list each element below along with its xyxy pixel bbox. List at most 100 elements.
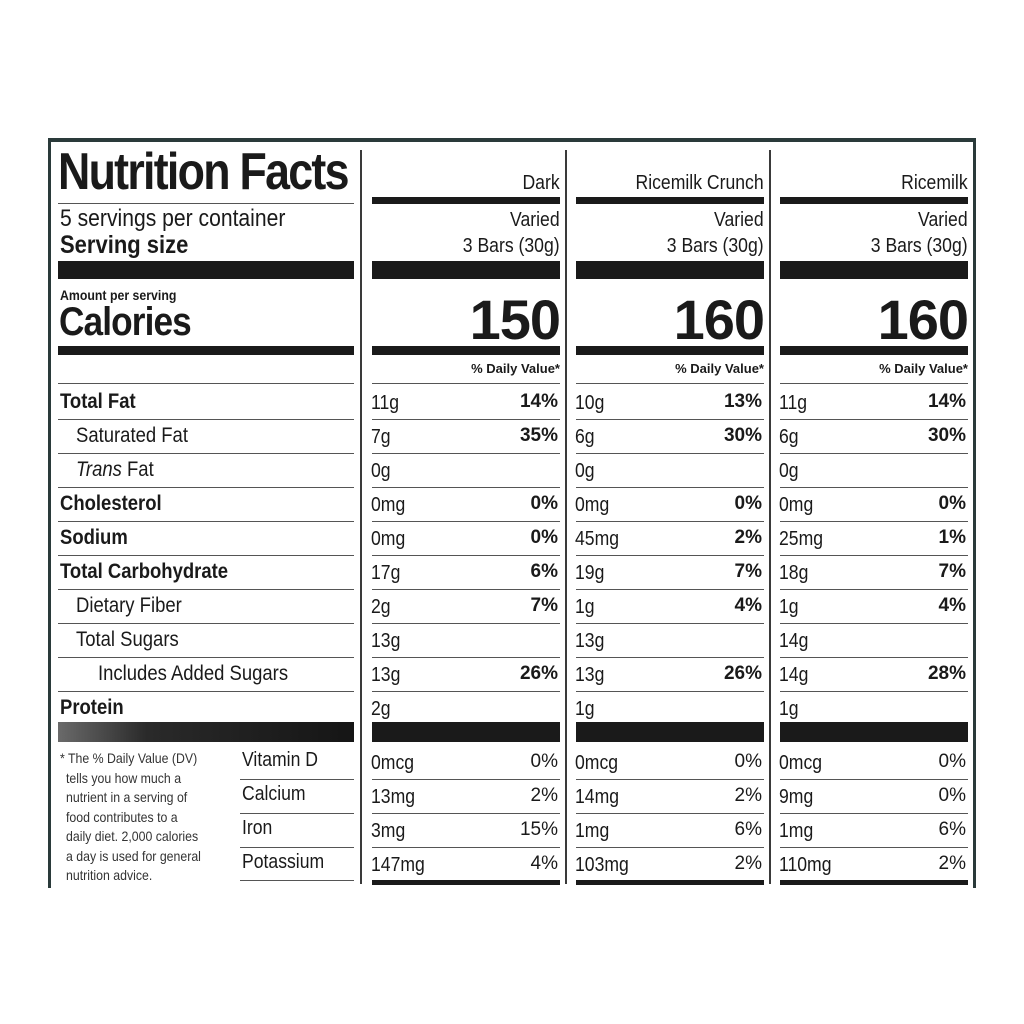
divider xyxy=(576,623,764,624)
nutrient-amount: 11g xyxy=(779,392,808,414)
divider xyxy=(372,383,560,384)
divider xyxy=(58,691,354,692)
divider xyxy=(780,383,968,384)
divider xyxy=(372,419,560,420)
divider xyxy=(576,589,764,590)
divider xyxy=(780,589,968,590)
nutrient-dv: 4% xyxy=(734,595,762,616)
product-name: Ricemilk xyxy=(901,172,968,194)
nutrient-amount: 19g xyxy=(575,562,605,584)
divider xyxy=(780,453,968,454)
vitamin-amount: 147mg xyxy=(371,854,425,876)
nutrient-amount: 2g xyxy=(371,698,391,720)
nutrient-dv: 6% xyxy=(530,561,558,582)
vitamin-amount: 0mcg xyxy=(371,752,415,774)
divider xyxy=(372,779,560,780)
nutrient-label: Dietary Fiber xyxy=(76,594,182,617)
nutrient-amount: 0mg xyxy=(371,494,406,516)
nutrient-dv: 13% xyxy=(723,391,762,412)
divider xyxy=(58,419,354,420)
nutrient-dv: 35% xyxy=(519,425,558,446)
medium-rule xyxy=(372,346,560,355)
nutrient-amount: 7g xyxy=(371,426,391,448)
divider xyxy=(576,779,764,780)
nutrient-amount: 6g xyxy=(575,426,595,448)
thick-rule xyxy=(372,261,560,279)
divider xyxy=(576,521,764,522)
product-variety: Varied xyxy=(510,209,560,231)
label-title: Nutrition Facts xyxy=(58,143,349,201)
nutrient-amount: 11g xyxy=(371,392,400,414)
nutrient-amount: 0g xyxy=(371,460,391,482)
nutrient-dv: 30% xyxy=(723,425,762,446)
bottom-rule xyxy=(780,880,968,885)
nutrient-label: Cholesterol xyxy=(60,492,162,515)
divider xyxy=(372,453,560,454)
divider xyxy=(58,521,354,522)
nutrient-amount: 0mg xyxy=(371,528,406,550)
divider xyxy=(58,487,354,488)
vitamin-dv: 2% xyxy=(734,785,762,806)
vitamin-label: Calcium xyxy=(242,783,306,805)
bottom-rule xyxy=(372,880,560,885)
footnote-line: a day is used for general xyxy=(66,847,201,864)
nutrient-label: Saturated Fat xyxy=(76,424,188,447)
divider xyxy=(576,383,764,384)
product-name-rule xyxy=(576,197,764,204)
divider xyxy=(576,555,764,556)
medium-rule xyxy=(576,346,764,355)
divider xyxy=(58,555,354,556)
divider xyxy=(372,847,560,848)
nutrient-amount: 13g xyxy=(371,630,401,652)
vitamin-dv: 0% xyxy=(938,751,966,772)
bottom-rule xyxy=(576,880,764,885)
nutrient-dv: 4% xyxy=(938,595,966,616)
divider xyxy=(58,623,354,624)
nutrient-label: Trans Fat xyxy=(76,458,154,481)
nutrient-dv: 7% xyxy=(530,595,558,616)
vitamin-amount: 13mg xyxy=(371,786,416,808)
nutrient-amount: 1g xyxy=(575,698,595,720)
divider xyxy=(58,203,354,204)
nutrient-amount: 14g xyxy=(779,664,809,686)
divider xyxy=(780,623,968,624)
nutrient-amount: 0mg xyxy=(575,494,610,516)
vitamin-amount: 0mcg xyxy=(779,752,823,774)
thick-rule xyxy=(58,722,354,742)
divider xyxy=(372,521,560,522)
vitamin-dv: 6% xyxy=(734,819,762,840)
nutrient-dv: 26% xyxy=(519,663,558,684)
divider xyxy=(58,383,354,384)
footnote-line: nutrition advice. xyxy=(66,867,153,883)
product-variety: Varied xyxy=(918,209,968,231)
product-name: Ricemilk Crunch xyxy=(635,172,764,194)
nutrient-amount: 2g xyxy=(371,596,391,618)
vitamin-dv: 15% xyxy=(519,819,558,840)
divider xyxy=(780,657,968,658)
nutrient-amount: 6g xyxy=(779,426,799,448)
nutrient-amount: 13g xyxy=(575,664,605,686)
divider xyxy=(576,813,764,814)
divider xyxy=(780,555,968,556)
thick-rule xyxy=(372,722,560,742)
nutrient-amount: 10g xyxy=(575,392,605,414)
thick-rule xyxy=(780,722,968,742)
divider xyxy=(58,657,354,658)
medium-rule xyxy=(58,346,354,355)
divider xyxy=(780,847,968,848)
vitamin-dv: 2% xyxy=(530,785,558,806)
divider xyxy=(576,453,764,454)
vitamin-dv: 6% xyxy=(938,819,966,840)
vitamin-amount: 1mg xyxy=(575,820,610,842)
nutrient-dv: 14% xyxy=(519,391,558,412)
nutrient-dv: 7% xyxy=(734,561,762,582)
nutrient-amount: 0mg xyxy=(779,494,814,516)
dv-header: % Daily Value* xyxy=(675,361,764,376)
divider xyxy=(372,555,560,556)
servings-per-container: 5 servings per container xyxy=(60,205,286,232)
vitamin-amount: 110mg xyxy=(779,854,832,876)
nutrient-label: Includes Added Sugars xyxy=(98,662,289,685)
divider xyxy=(780,779,968,780)
nutrient-amount: 0g xyxy=(575,460,595,482)
column-divider xyxy=(769,150,771,884)
